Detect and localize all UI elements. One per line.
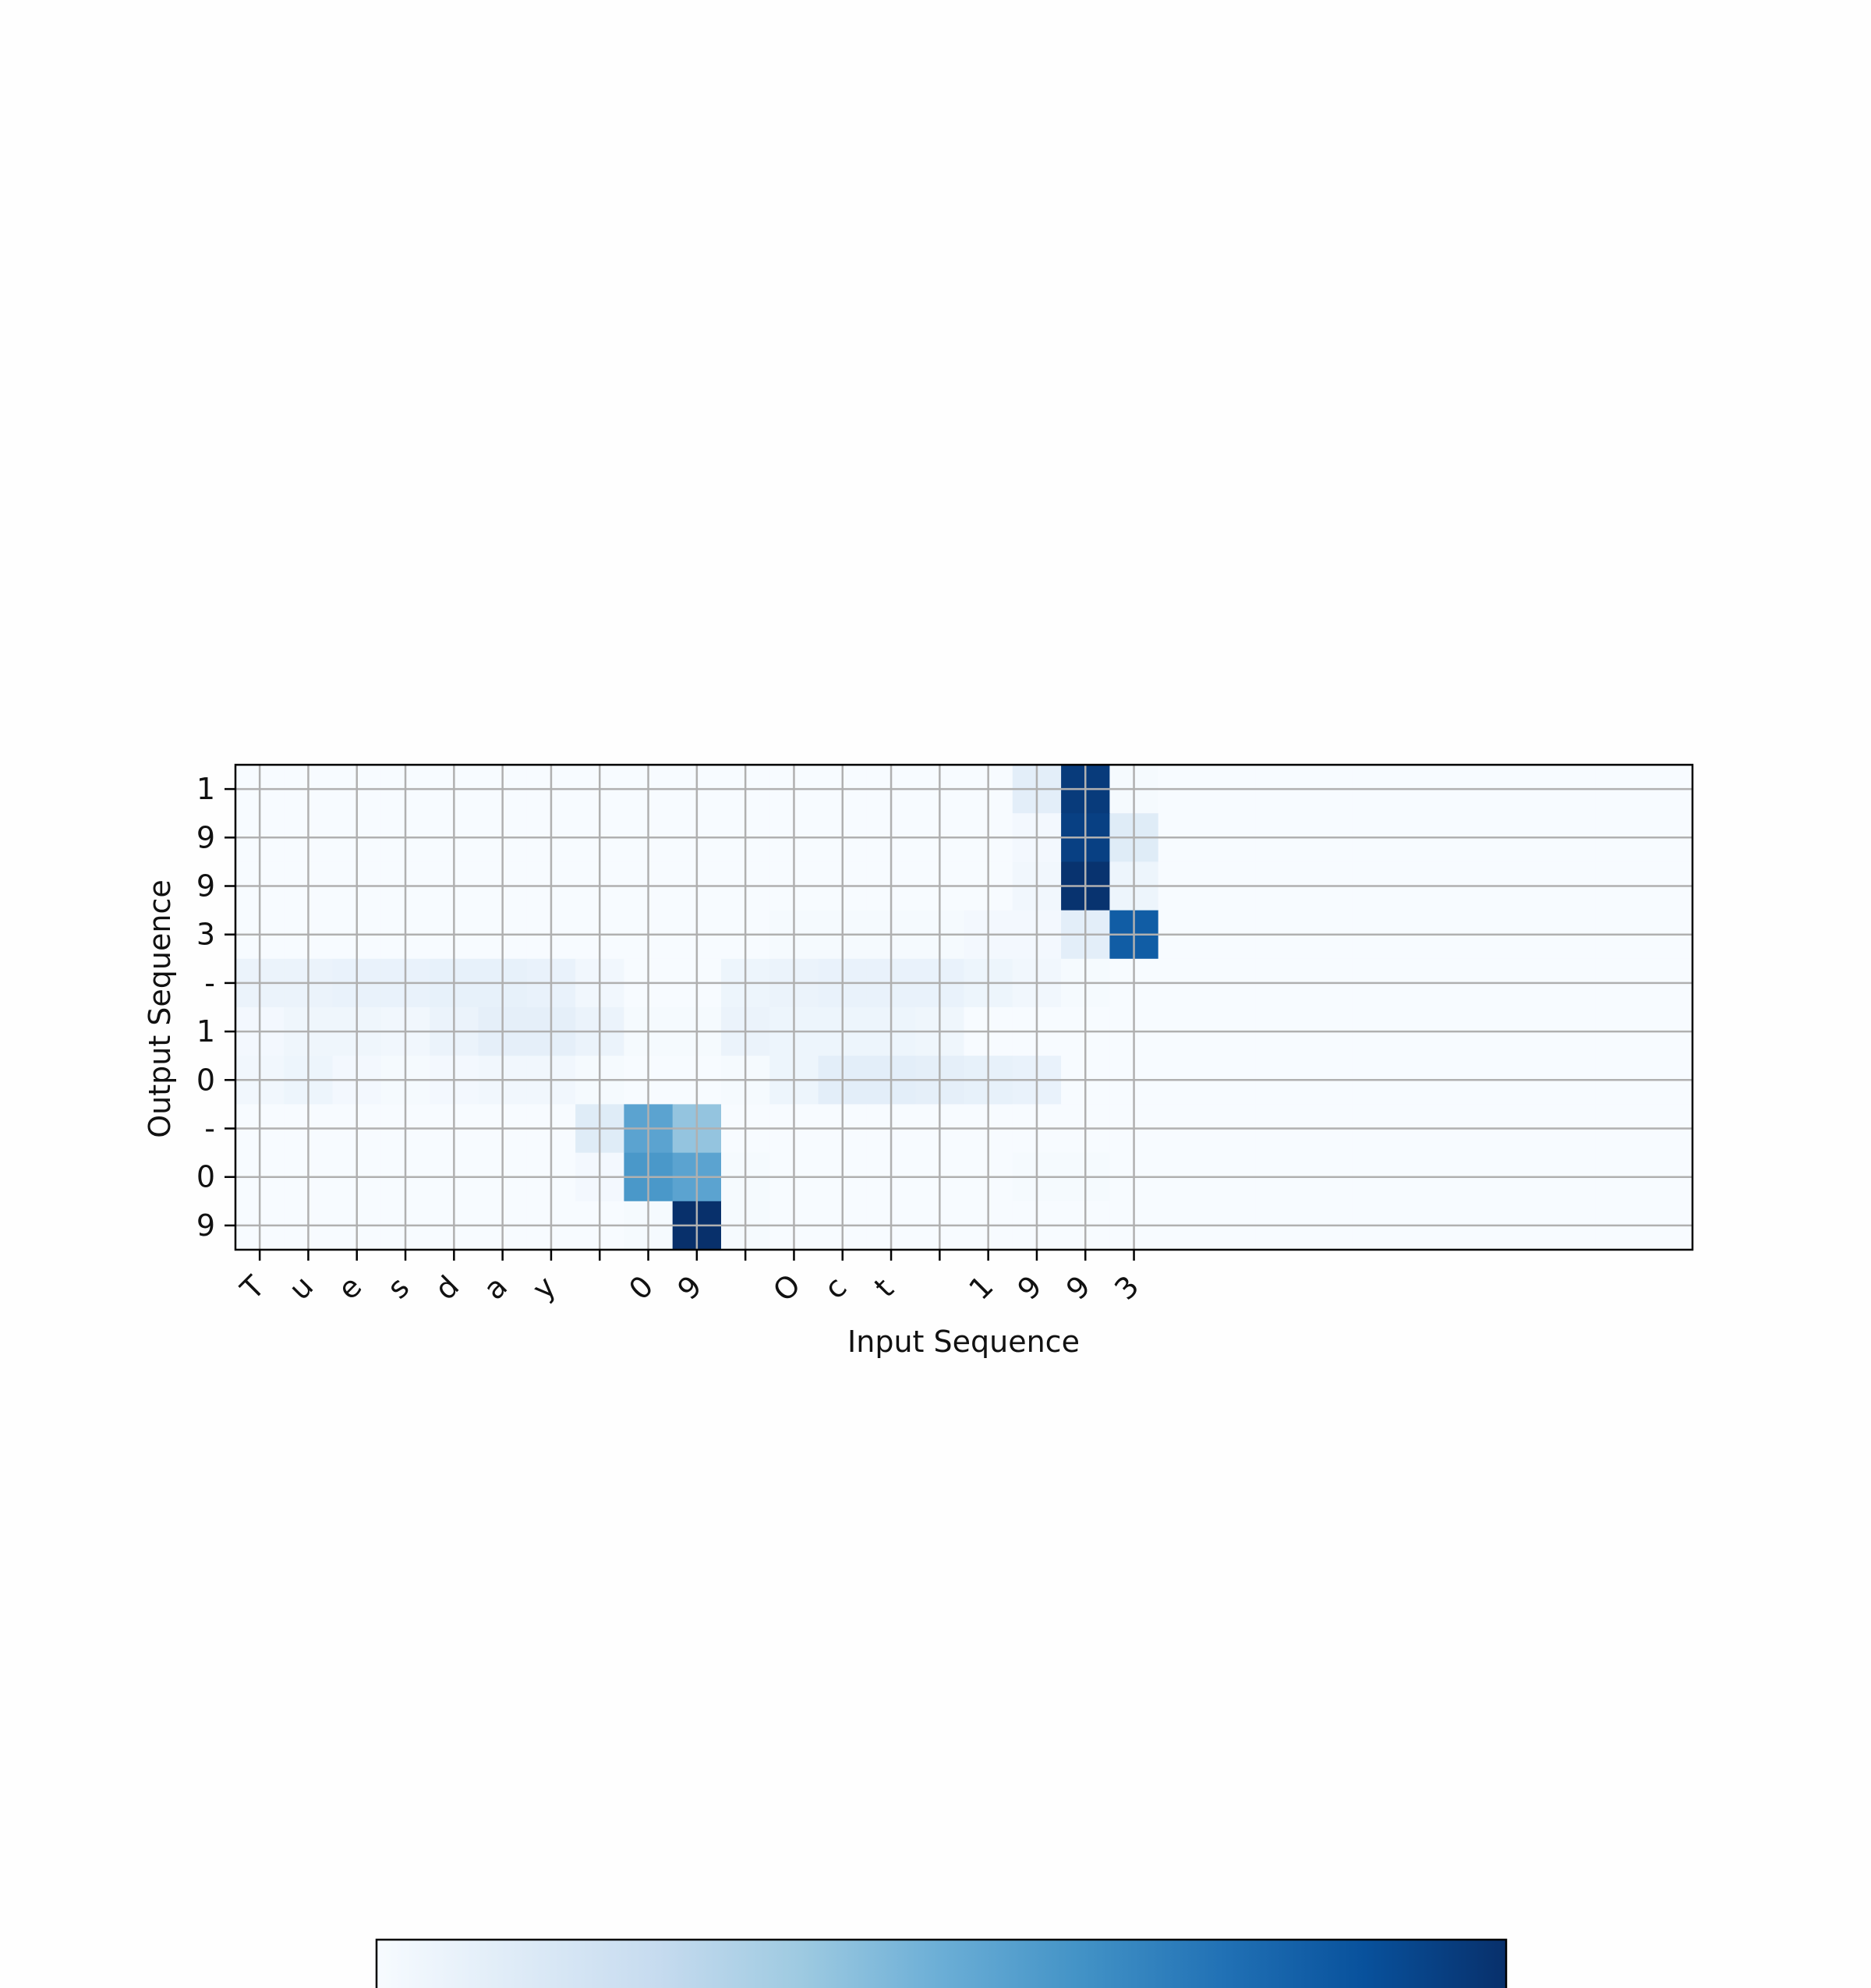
y-tick-label: 9 xyxy=(196,820,215,854)
y-axis-ticks: 1 9 9 3 - 1 0 - 0 9 xyxy=(196,772,235,1243)
heatmap-grid xyxy=(235,765,1692,1250)
x-tick-label: y xyxy=(525,1269,562,1306)
y-tick-label: 9 xyxy=(196,869,215,904)
x-tick-label: 9 xyxy=(1059,1269,1097,1307)
x-tick-label: t xyxy=(868,1272,900,1304)
y-tick-label: - xyxy=(204,1112,215,1146)
colorbar xyxy=(375,1938,1508,1988)
y-tick-label: 1 xyxy=(196,1014,215,1049)
x-tick-label: 1 xyxy=(962,1269,999,1307)
y-tick-label: 9 xyxy=(196,1208,215,1243)
x-tick-label: c xyxy=(818,1270,854,1306)
y-tick-label: 0 xyxy=(196,1063,215,1097)
plot-frame xyxy=(234,763,1694,1251)
x-tick-label: u xyxy=(282,1269,320,1307)
x-axis-label: Input Sequence xyxy=(847,1325,1080,1359)
x-tick-label: 9 xyxy=(1011,1269,1049,1307)
y-tick-label: 1 xyxy=(196,772,215,806)
x-tick-label: a xyxy=(477,1269,515,1307)
x-tick-label: O xyxy=(766,1268,807,1308)
x-tick-label: 3 xyxy=(1108,1269,1145,1307)
y-axis-label: Output Sequence xyxy=(143,879,177,1138)
y-tick-label: 0 xyxy=(196,1160,215,1194)
x-tick-label: e xyxy=(331,1269,369,1307)
x-tick-label: 0 xyxy=(622,1269,660,1307)
x-tick-label: 9 xyxy=(671,1269,709,1307)
x-tick-label: s xyxy=(380,1270,416,1305)
x-tick-label: T xyxy=(233,1268,271,1307)
y-tick-label: - xyxy=(204,966,215,1000)
x-tick-label: d xyxy=(428,1269,465,1307)
y-tick-label: 3 xyxy=(196,918,215,952)
